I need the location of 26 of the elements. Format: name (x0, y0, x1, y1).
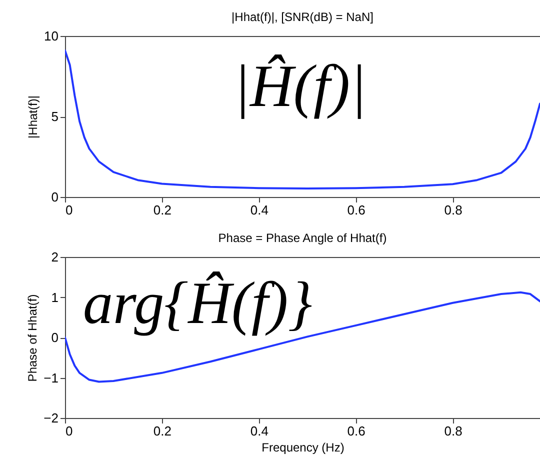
y-tick-label: 2 (51, 250, 58, 264)
y-tick-label: 1 (51, 290, 58, 305)
y-axis-title: |Hhat(f)| (26, 96, 40, 138)
annotation: arg{Ĥ(f)} (83, 270, 312, 336)
line-series (65, 49, 540, 190)
y-tick-label: 0 (51, 190, 58, 204)
chart-title: Phase = Phase Angle of Hhat(f) (218, 231, 387, 245)
y-tick-label: −2 (44, 410, 58, 426)
annotation: |Ĥ(f)| (234, 53, 366, 119)
y-axis-title: Phase of Hhat(f) (26, 294, 40, 382)
x-tick-label: 0.8 (444, 424, 462, 438)
x-tick-label: 0.2 (153, 202, 172, 218)
y-tick-label: 10 (44, 28, 58, 44)
y-tick-label: 5 (51, 109, 58, 124)
x-tick-label: 0.8 (444, 202, 462, 218)
x-tick-label: 0.4 (250, 202, 268, 218)
x-tick-label: 0.4 (250, 424, 268, 438)
x-tick-label: 0 (66, 424, 73, 438)
chart-title: |Hhat(f)|, [SNR(dB) = NaN] (232, 10, 374, 24)
x-tick-label: 0.2 (153, 424, 172, 438)
x-tick-label: 0 (66, 202, 73, 218)
y-tick-label: 0 (51, 330, 58, 345)
y-tick-label: −1 (44, 370, 58, 386)
x-axis-title: Frequency (Hz) (262, 440, 344, 454)
x-tick-label: 0.6 (347, 424, 366, 438)
x-tick-label: 0.6 (347, 202, 366, 218)
